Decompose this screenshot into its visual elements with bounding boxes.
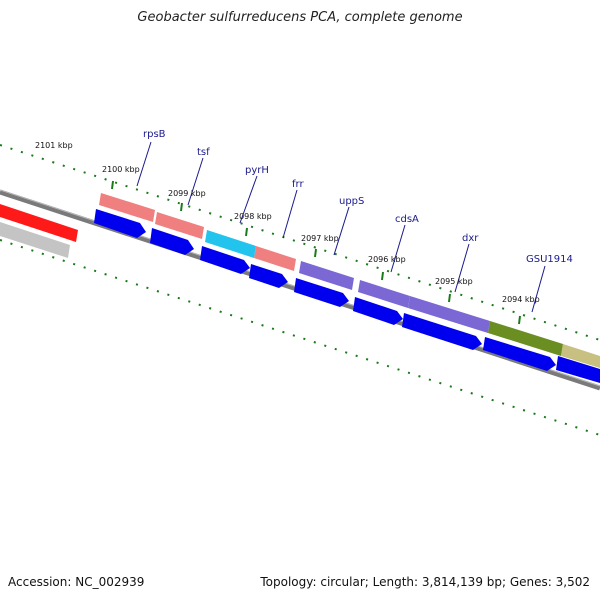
- gene-label-tsf: tsf: [197, 147, 210, 158]
- cds-arrow: [402, 313, 482, 350]
- gene-labels: rpsB tsf pyrH frr uppS cdsA dxr GSU1914: [143, 129, 573, 265]
- kbp-label: 2098 kbp: [234, 212, 272, 221]
- kbp-label: 2096 kbp: [368, 255, 406, 264]
- rpsB-feature: [99, 193, 155, 222]
- accession-text: Accession: NC_002939: [8, 575, 145, 589]
- red-feature: [0, 204, 78, 242]
- kbp-label: 2094 kbp: [502, 295, 540, 304]
- cds-arrow: [94, 209, 146, 238]
- kbp-label: 2097 kbp: [301, 234, 339, 243]
- gene-label-pyrH: pyrH: [245, 165, 269, 176]
- dxr-feature: [408, 296, 490, 333]
- genome-summary-text: Topology: circular; Length: 3,814,139 bp…: [260, 575, 590, 589]
- cds-arrow: [353, 297, 403, 325]
- gene-label-lines: [136, 141, 546, 313]
- outer-features: [0, 193, 600, 368]
- gene-label-rpsB: rpsB: [143, 129, 166, 140]
- kbp-label: 2101 kbp: [35, 141, 73, 150]
- gray-feature: [0, 222, 70, 258]
- frr-feature: [254, 246, 296, 271]
- map-title: Geobacter sulfurreducens PCA, complete g…: [137, 10, 463, 25]
- uppS-feature: [299, 261, 354, 290]
- tsf-feature: [155, 212, 204, 239]
- cds-arrow: [483, 337, 556, 371]
- gene-label-uppS: uppS: [339, 196, 364, 207]
- kbp-labels: 2101 kbp 2100 kbp 2099 kbp 2098 kbp 2097…: [35, 141, 540, 304]
- gene-label-dxr: dxr: [462, 233, 479, 244]
- cdsA-feature: [358, 280, 410, 308]
- kbp-label: 2100 kbp: [102, 165, 140, 174]
- kbp-label: 2095 kbp: [435, 277, 473, 286]
- kbp-label: 2099 kbp: [168, 189, 206, 198]
- GSU1914-feature: [488, 321, 563, 356]
- cds-arrow: [249, 264, 288, 288]
- cds-arrow: [200, 246, 250, 274]
- gene-label-cdsA: cdsA: [395, 214, 419, 225]
- cds-arrows: [94, 209, 600, 383]
- cds-arrow: [150, 228, 194, 255]
- cds-arrow: [294, 278, 349, 307]
- outer-tick-ring: [0, 144, 600, 341]
- khaki-feature: [561, 344, 600, 368]
- pyrH-feature: [205, 230, 256, 258]
- gene-label-GSU1914: GSU1914: [526, 254, 573, 265]
- gene-label-frr: frr: [292, 179, 304, 190]
- cds-arrow: [556, 356, 600, 383]
